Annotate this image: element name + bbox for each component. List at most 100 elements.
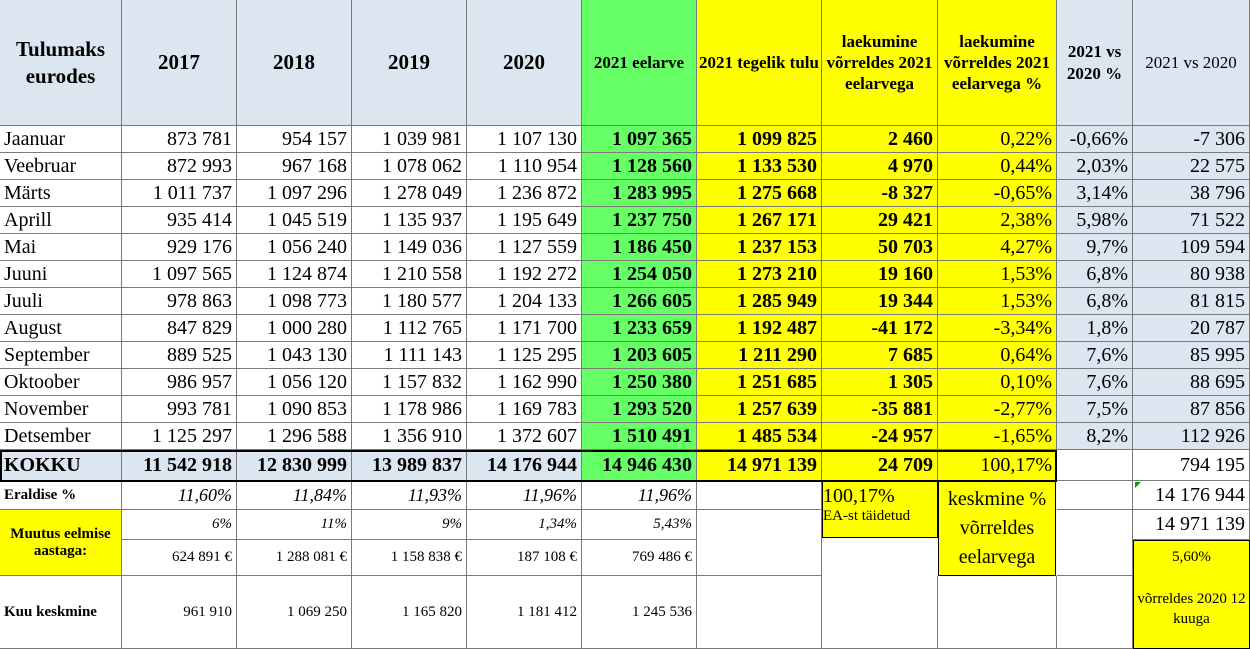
month-6-vs-pct[interactable]: 6,8%: [1057, 261, 1133, 288]
month-10-name[interactable]: Oktoober: [0, 369, 122, 396]
month-9-vs-pct[interactable]: 7,6%: [1057, 342, 1133, 369]
month-3-diff[interactable]: -8 327: [822, 180, 938, 207]
month-4-y2020[interactable]: 1 195 649: [467, 207, 582, 234]
month-3-vs-abs[interactable]: 38 796: [1133, 180, 1250, 207]
header-year-2018[interactable]: 2018: [237, 0, 352, 126]
muutus-eur-y2018[interactable]: 1 288 081 €: [237, 540, 352, 576]
total-y2019[interactable]: 13 989 837: [352, 450, 467, 481]
month-7-y2017[interactable]: 978 863: [122, 288, 237, 315]
month-6-diff-pct[interactable]: 1,53%: [938, 261, 1057, 288]
month-2-y2018[interactable]: 967 168: [237, 153, 352, 180]
header-actual-2021[interactable]: 2021 tegelik tulu: [697, 0, 822, 126]
month-4-vs-pct[interactable]: 5,98%: [1057, 207, 1133, 234]
eraldise-y2017[interactable]: 11,60%: [122, 481, 237, 510]
keskmine-y2018[interactable]: 1 069 250: [237, 576, 352, 649]
month-4-diff[interactable]: 29 421: [822, 207, 938, 234]
month-12-y2019[interactable]: 1 356 910: [352, 423, 467, 450]
month-10-y2019[interactable]: 1 157 832: [352, 369, 467, 396]
month-8-y2017[interactable]: 847 829: [122, 315, 237, 342]
month-1-actual[interactable]: 1 099 825: [697, 126, 822, 153]
month-7-vs-pct[interactable]: 6,8%: [1057, 288, 1133, 315]
month-8-name[interactable]: August: [0, 315, 122, 342]
eraldise-y2019[interactable]: 11,93%: [352, 481, 467, 510]
muutus-label[interactable]: Muutus eelmise aastaga:: [0, 510, 122, 576]
month-3-name[interactable]: Märts: [0, 180, 122, 207]
month-7-y2018[interactable]: 1 098 773: [237, 288, 352, 315]
month-8-vs-abs[interactable]: 20 787: [1133, 315, 1250, 342]
month-7-diff[interactable]: 19 344: [822, 288, 938, 315]
month-1-y2019[interactable]: 1 039 981: [352, 126, 467, 153]
keskmine-y2019[interactable]: 1 165 820: [352, 576, 467, 649]
month-12-y2017[interactable]: 1 125 297: [122, 423, 237, 450]
month-4-y2017[interactable]: 935 414: [122, 207, 237, 234]
month-4-vs-abs[interactable]: 71 522: [1133, 207, 1250, 234]
month-2-name[interactable]: Veebruar: [0, 153, 122, 180]
month-1-budget[interactable]: 1 097 365: [582, 126, 697, 153]
header-year-2019[interactable]: 2019: [352, 0, 467, 126]
muutus-eur-y2017[interactable]: 624 891 €: [122, 540, 237, 576]
month-12-vs-abs[interactable]: 112 926: [1133, 423, 1250, 450]
month-4-actual[interactable]: 1 267 171: [697, 207, 822, 234]
total-actual[interactable]: 14 971 139: [697, 450, 822, 481]
month-5-diff[interactable]: 50 703: [822, 234, 938, 261]
month-5-vs-abs[interactable]: 109 594: [1133, 234, 1250, 261]
month-8-vs-pct[interactable]: 1,8%: [1057, 315, 1133, 342]
month-9-y2018[interactable]: 1 043 130: [237, 342, 352, 369]
blank-cell[interactable]: [1057, 510, 1133, 576]
month-12-actual[interactable]: 1 485 534: [697, 423, 822, 450]
month-4-diff-pct[interactable]: 2,38%: [938, 207, 1057, 234]
month-6-y2017[interactable]: 1 097 565: [122, 261, 237, 288]
month-7-diff-pct[interactable]: 1,53%: [938, 288, 1057, 315]
header-budget-2021[interactable]: 2021 eelarve: [582, 0, 697, 126]
month-7-vs-abs[interactable]: 81 815: [1133, 288, 1250, 315]
header-diff[interactable]: laekumine võrreldes 2021 eelarvega: [822, 0, 938, 126]
month-10-diff[interactable]: 1 305: [822, 369, 938, 396]
month-5-y2020[interactable]: 1 127 559: [467, 234, 582, 261]
total-y2018[interactable]: 12 830 999: [237, 450, 352, 481]
month-2-y2020[interactable]: 1 110 954: [467, 153, 582, 180]
muutus-eur-y2020[interactable]: 187 108 €: [467, 540, 582, 576]
month-10-diff-pct[interactable]: 0,10%: [938, 369, 1057, 396]
month-2-y2019[interactable]: 1 078 062: [352, 153, 467, 180]
month-5-y2017[interactable]: 929 176: [122, 234, 237, 261]
blank-cell[interactable]: [697, 510, 822, 576]
header-year-2020[interactable]: 2020: [467, 0, 582, 126]
eraldise-label[interactable]: Eraldise %: [0, 481, 122, 510]
month-2-diff[interactable]: 4 970: [822, 153, 938, 180]
total-diff[interactable]: 24 709: [822, 450, 938, 481]
month-2-budget[interactable]: 1 128 560: [582, 153, 697, 180]
month-1-vs-abs[interactable]: -7 306: [1133, 126, 1250, 153]
eraldise-y2018[interactable]: 11,84%: [237, 481, 352, 510]
total-vs-abs[interactable]: 794 195: [1133, 450, 1250, 481]
month-7-y2020[interactable]: 1 204 133: [467, 288, 582, 315]
month-11-vs-pct[interactable]: 7,5%: [1057, 396, 1133, 423]
muutus-pct-y2019[interactable]: 9%: [352, 510, 467, 540]
eraldise-budget[interactable]: 11,96%: [582, 481, 697, 510]
side-value-2020[interactable]: 14 176 944: [1133, 481, 1250, 510]
month-6-name[interactable]: Juuni: [0, 261, 122, 288]
month-1-vs-pct[interactable]: -0,66%: [1057, 126, 1133, 153]
month-1-y2020[interactable]: 1 107 130: [467, 126, 582, 153]
month-3-y2020[interactable]: 1 236 872: [467, 180, 582, 207]
blank-cell[interactable]: [1057, 481, 1133, 510]
keskmine-budget[interactable]: 1 245 536: [582, 576, 697, 649]
month-11-y2017[interactable]: 993 781: [122, 396, 237, 423]
total-vs-pct[interactable]: [1057, 450, 1133, 481]
month-12-y2020[interactable]: 1 372 607: [467, 423, 582, 450]
month-11-actual[interactable]: 1 257 639: [697, 396, 822, 423]
month-9-y2020[interactable]: 1 125 295: [467, 342, 582, 369]
month-9-diff-pct[interactable]: 0,64%: [938, 342, 1057, 369]
month-12-budget[interactable]: 1 510 491: [582, 423, 697, 450]
month-3-diff-pct[interactable]: -0,65%: [938, 180, 1057, 207]
month-2-diff-pct[interactable]: 0,44%: [938, 153, 1057, 180]
month-9-y2017[interactable]: 889 525: [122, 342, 237, 369]
month-5-vs-pct[interactable]: 9,7%: [1057, 234, 1133, 261]
month-5-name[interactable]: Mai: [0, 234, 122, 261]
muutus-pct-budget[interactable]: 5,43%: [582, 510, 697, 540]
total-y2020[interactable]: 14 176 944: [467, 450, 582, 481]
muutus-eur-y2019[interactable]: 1 158 838 €: [352, 540, 467, 576]
comment-indicator-icon[interactable]: [1135, 482, 1141, 488]
month-1-name[interactable]: Jaanuar: [0, 126, 122, 153]
month-8-actual[interactable]: 1 192 487: [697, 315, 822, 342]
month-10-actual[interactable]: 1 251 685: [697, 369, 822, 396]
